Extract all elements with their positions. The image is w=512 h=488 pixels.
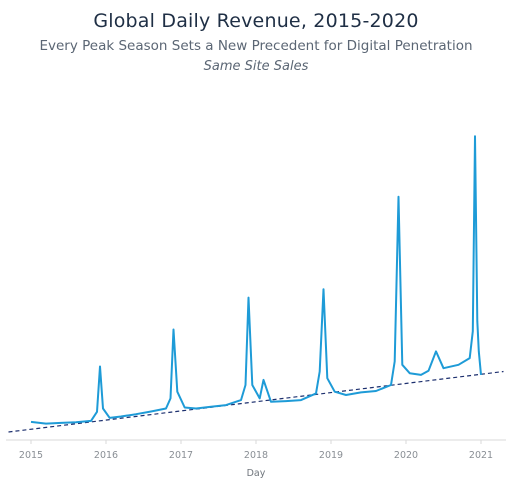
x-tick-label: 2017 (169, 450, 193, 461)
chart-subtitle-italic: Same Site Sales (203, 59, 309, 74)
x-tick-label: 2015 (19, 450, 43, 461)
trend-line (8, 370, 504, 433)
x-tick-label: 2016 (94, 450, 118, 461)
chart-title: Global Daily Revenue, 2015-2020 (93, 10, 419, 32)
x-tick-label: 2020 (394, 450, 418, 461)
x-tick-label: 2021 (469, 450, 493, 461)
x-tick-label: 2019 (319, 450, 343, 461)
x-ticks: 2015 2016 2017 2018 2019 2020 2021 (19, 440, 493, 461)
plot-area (8, 135, 504, 433)
x-axis-title: Day (247, 468, 266, 479)
x-tick-label: 2018 (244, 450, 268, 461)
chart-subtitle: Every Peak Season Sets a New Precedent f… (39, 38, 473, 54)
revenue-series-line (30, 135, 482, 425)
